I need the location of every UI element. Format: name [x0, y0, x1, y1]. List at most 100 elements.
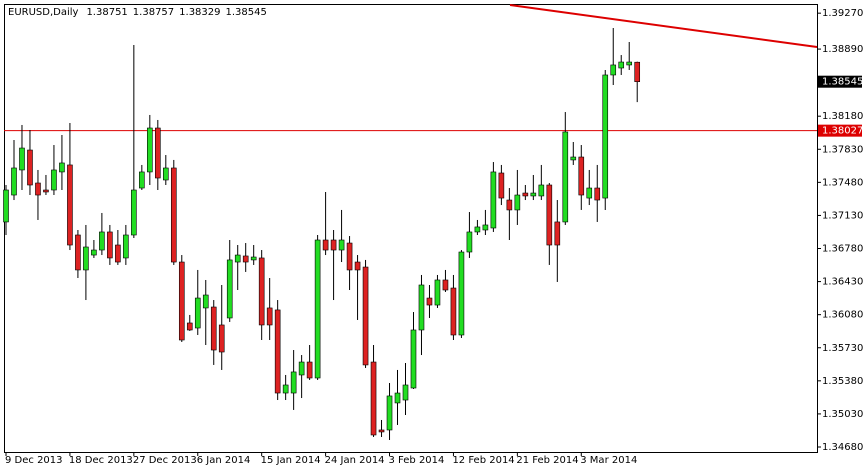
- candle-body: [274, 309, 281, 394]
- candle-body: [386, 395, 393, 431]
- candle-body: [530, 192, 537, 197]
- y-tick-label: 1.36430: [822, 277, 863, 288]
- candle-body: [354, 261, 361, 271]
- candle-body: [3, 189, 9, 223]
- header-close: 1.38545: [226, 7, 267, 18]
- candle-body: [522, 192, 529, 197]
- y-tick-label: 1.39270: [822, 8, 863, 19]
- candle-body: [51, 169, 57, 191]
- candle-body: [314, 239, 321, 379]
- symbol-title: EURUSD,Daily: [8, 7, 79, 18]
- candle-body: [155, 127, 161, 179]
- candle-body: [410, 329, 417, 389]
- candle-body: [394, 392, 401, 404]
- level-label: 1.38027: [822, 126, 863, 137]
- candle-body: [370, 361, 377, 436]
- candle-body: [618, 61, 625, 69]
- candle-body: [115, 244, 121, 263]
- candle-body: [178, 261, 185, 341]
- candle-body: [35, 182, 41, 196]
- y-tick-label: 1.38180: [822, 111, 863, 122]
- header: EURUSD,Daily 1.38751 1.38757 1.38329 1.38545: [8, 7, 267, 18]
- x-tick-label: 24 Jan 2014: [325, 455, 385, 466]
- candle-body: [242, 255, 249, 263]
- candle-body: [402, 384, 409, 401]
- candle-body: [610, 64, 617, 76]
- y-tick-label: 1.34680: [822, 442, 863, 453]
- candle-body: [426, 297, 433, 306]
- candle-body: [123, 234, 129, 259]
- candle-body: [67, 164, 73, 246]
- header-low: 1.38329: [179, 7, 220, 18]
- candle-body: [578, 156, 585, 196]
- header-high: 1.38757: [133, 7, 174, 18]
- candle-body: [514, 194, 521, 211]
- candle-body: [266, 307, 273, 326]
- candle-body: [490, 171, 497, 229]
- y-tick-label: 1.35030: [822, 409, 863, 420]
- candle-body: [186, 322, 193, 331]
- level-label-box: [818, 124, 862, 137]
- x-tick-label: 3 Feb 2014: [389, 455, 445, 466]
- y-tick-label: 1.37830: [822, 144, 863, 155]
- candle-body: [59, 162, 65, 173]
- candle-body: [139, 171, 145, 189]
- candle-body: [91, 249, 97, 256]
- candle-body: [27, 149, 33, 186]
- candle-body: [506, 199, 513, 211]
- x-tick-label: 27 Dec 2013: [133, 455, 197, 466]
- candle-body: [538, 184, 545, 197]
- x-tick-label: 18 Dec 2013: [69, 455, 133, 466]
- y-tick-label: 1.35730: [822, 343, 863, 354]
- candle-body: [202, 294, 209, 309]
- candle-body: [626, 61, 633, 66]
- candle-body: [418, 284, 425, 331]
- candle-body: [218, 324, 225, 353]
- candle-body: [19, 147, 25, 171]
- candle-body: [322, 239, 329, 251]
- candle-body: [442, 279, 449, 291]
- candle-body: [258, 257, 265, 326]
- x-tick-label: 12 Feb 2014: [452, 455, 514, 466]
- x-tick-label: 3 Mar 2014: [580, 455, 637, 466]
- candle-body: [75, 234, 81, 271]
- candle-body: [562, 131, 569, 223]
- candle-body: [330, 239, 337, 251]
- candle-body: [250, 256, 257, 261]
- candle-body: [346, 242, 353, 271]
- x-tick-label: 21 Feb 2014: [516, 455, 578, 466]
- y-tick-label: 1.35380: [822, 376, 863, 387]
- candle-body: [594, 187, 601, 201]
- candle-body: [498, 172, 505, 199]
- y-tick-label: 1.37480: [822, 177, 863, 188]
- candle-body: [482, 224, 489, 231]
- candle-body: [194, 297, 201, 329]
- candle-body: [234, 254, 241, 263]
- candle-body: [338, 239, 345, 251]
- candle-body: [131, 189, 137, 236]
- x-tick-label: 9 Dec 2013: [5, 455, 63, 466]
- x-tick-label: 15 Jan 2014: [261, 455, 321, 466]
- candle-body: [458, 251, 465, 336]
- candle-body: [290, 371, 297, 394]
- candle-body: [170, 167, 177, 263]
- candle-body: [362, 266, 369, 366]
- candle-body: [634, 61, 641, 82]
- candle-body: [434, 279, 441, 306]
- candle-body: [11, 167, 17, 196]
- y-tick-label: 1.36780: [822, 244, 863, 255]
- candle-body: [546, 184, 553, 246]
- candle-body: [163, 167, 169, 181]
- candle-body: [226, 259, 233, 319]
- candle-body: [107, 231, 113, 259]
- price-label: 1.38545: [822, 77, 863, 88]
- candle-body: [570, 156, 577, 161]
- candle-body: [554, 221, 561, 246]
- y-tick-label: 1.36080: [822, 310, 863, 321]
- candle-body: [586, 187, 593, 199]
- candle-body: [99, 231, 105, 251]
- plot-frame: [4, 4, 818, 453]
- y-tick-label: 1.38890: [822, 44, 863, 55]
